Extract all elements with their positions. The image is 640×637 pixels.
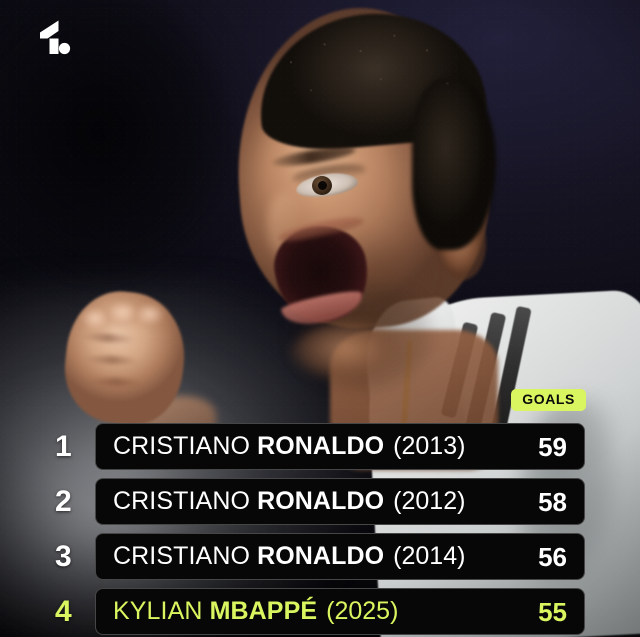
player-name: CRISTIANO RONALDO <box>113 434 384 459</box>
table-row[interactable]: 3 CRISTIANO RONALDO (2014) 56 <box>0 533 640 580</box>
row-bar: CRISTIANO RONALDO (2012) 58 <box>95 478 585 525</box>
player-name: CRISTIANO RONALDO <box>113 489 384 514</box>
table-row-highlighted[interactable]: 4 KYLIAN MBAPPÉ (2025) 55 <box>0 588 640 635</box>
onefootball-logo-icon[interactable] <box>30 14 76 60</box>
goals-value: 59 <box>538 431 567 462</box>
season-year: (2012) <box>393 487 466 515</box>
rank-number: 3 <box>55 539 72 573</box>
player-last-name: MBAPPÉ <box>209 597 318 625</box>
player-name: KYLIAN MBAPPÉ <box>113 599 317 624</box>
season-year: (2025) <box>326 597 399 625</box>
player-first-name: CRISTIANO <box>113 432 251 460</box>
player-first-name: CRISTIANO <box>113 487 251 515</box>
player-name: CRISTIANO RONALDO <box>113 544 384 569</box>
goals-column-badge: GOALS <box>511 389 586 412</box>
row-bar: KYLIAN MBAPPÉ (2025) 55 <box>95 588 585 635</box>
player-last-name: RONALDO <box>257 432 385 460</box>
rank-number: 2 <box>55 484 72 518</box>
row-bar: CRISTIANO RONALDO (2014) 56 <box>95 533 585 580</box>
season-year: (2014) <box>393 542 466 570</box>
goals-value: 55 <box>538 596 567 627</box>
player-first-name: CRISTIANO <box>113 542 251 570</box>
row-bar: CRISTIANO RONALDO (2013) 59 <box>95 423 585 470</box>
player-first-name: KYLIAN <box>113 597 203 625</box>
rank-number: 4 <box>55 594 72 628</box>
season-year: (2013) <box>393 432 466 460</box>
player-last-name: RONALDO <box>257 542 385 570</box>
rank-number: 1 <box>55 429 72 463</box>
table-row[interactable]: 1 CRISTIANO RONALDO (2013) 59 <box>0 423 640 470</box>
goals-value: 58 <box>538 486 567 517</box>
player-last-name: RONALDO <box>257 487 385 515</box>
table-row[interactable]: 2 CRISTIANO RONALDO (2012) 58 <box>0 478 640 525</box>
ranking-list: 1 CRISTIANO RONALDO (2013) 59 2 CRISTIAN… <box>0 423 640 637</box>
goals-value: 56 <box>538 541 567 572</box>
